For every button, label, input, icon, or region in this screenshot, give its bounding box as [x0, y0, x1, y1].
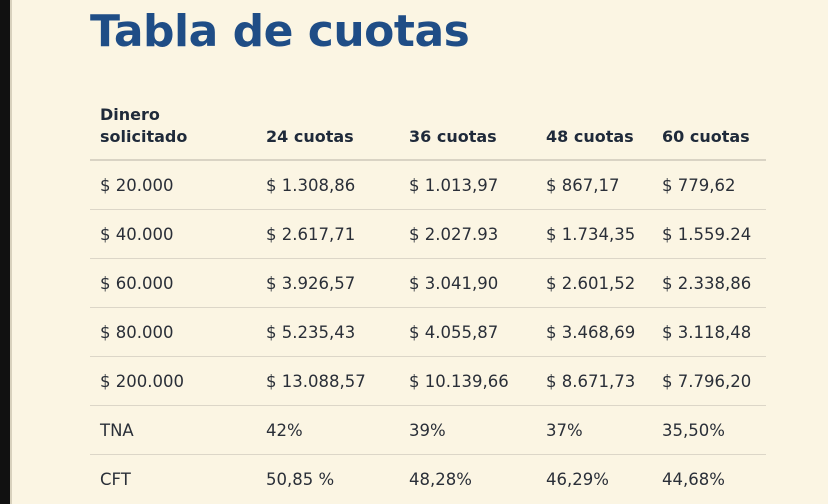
- table-row: $ 20.000 $ 1.308,86 $ 1.013,97 $ 867,17 …: [90, 160, 766, 210]
- table-row: $ 200.000 $ 13.088,57 $ 10.139,66 $ 8.67…: [90, 356, 766, 406]
- table-row: $ 80.000 $ 5.235,43 $ 4.055,87 $ 3.468,6…: [90, 307, 766, 357]
- table-cell: 39%: [399, 405, 536, 455]
- table-cell: $ 80.000: [90, 307, 256, 357]
- table-row: $ 40.000 $ 2.617,71 $ 2.027.93 $ 1.734,3…: [90, 209, 766, 259]
- table-cell: $ 2.338,86: [652, 258, 766, 308]
- header-24-installments: 24 cuotas: [256, 82, 399, 161]
- table-cell: $ 779,62: [652, 160, 766, 210]
- table-cell: 50,85 %: [266, 469, 335, 489]
- table-cell: $ 867,17: [536, 160, 652, 210]
- table-cell: $ 1.559.24: [652, 209, 766, 259]
- table-cell: CFT: [100, 469, 131, 489]
- table-cell: $ 5.235,43: [256, 307, 399, 357]
- table-cell: $ 2.617,71: [256, 209, 399, 259]
- table-cell: $ 2.601,52: [536, 258, 652, 308]
- table-cell: $ 7.796,20: [652, 356, 766, 406]
- table-cell: TNA: [90, 405, 256, 455]
- table-cell: 46,29%: [546, 469, 609, 489]
- header-48-installments: 48 cuotas: [536, 82, 652, 161]
- table-cell: $ 1.308,86: [256, 160, 399, 210]
- table-cell: $ 200.000: [90, 356, 256, 406]
- table-row: $ 60.000 $ 3.926,57 $ 3.041,90 $ 2.601,5…: [90, 258, 766, 308]
- table-cell: $ 13.088,57: [256, 356, 399, 406]
- table-cell: 48,28%: [409, 469, 472, 489]
- header-requested-amount-line1: Dinero: [100, 105, 160, 124]
- document-page: Tabla de cuotas Dinero solicitado 24 cuot…: [10, 0, 828, 504]
- table-cell: $ 3.118,48: [652, 307, 766, 357]
- table-cell: $ 10.139,66: [399, 356, 536, 406]
- table-cell: $ 1.013,97: [399, 160, 536, 210]
- table-cell: 44,68%: [662, 469, 725, 489]
- installments-table-container: Dinero solicitado 24 cuotas 36 cuotas 48 …: [90, 82, 766, 503]
- page-title: Tabla de cuotas: [90, 6, 470, 57]
- table-header-row: Dinero solicitado 24 cuotas 36 cuotas 48 …: [90, 82, 766, 161]
- table-cell: $ 20.000: [90, 160, 256, 210]
- table-cell: 35,50%: [652, 405, 766, 455]
- table-cell: $ 2.027.93: [399, 209, 536, 259]
- header-requested-amount-line2: solicitado: [100, 127, 188, 146]
- table-cell: $ 3.041,90: [399, 258, 536, 308]
- table-row-tna: TNA 42% 39% 37% 35,50%: [90, 405, 766, 455]
- table-cell: $ 3.926,57: [256, 258, 399, 308]
- header-60-installments: 60 cuotas: [652, 82, 766, 161]
- header-36-installments: 36 cuotas: [399, 82, 536, 161]
- table-cell: $ 3.468,69: [536, 307, 652, 357]
- table-cell: $ 60.000: [90, 258, 256, 308]
- header-requested-amount: Dinero solicitado: [90, 82, 256, 161]
- table-cell: $ 4.055,87: [399, 307, 536, 357]
- table-row-cft: CFT 50,85 % 48,28% 46,29% 44,68%: [90, 455, 766, 504]
- table-cell: 42%: [256, 405, 399, 455]
- table-cell: $ 40.000: [90, 209, 256, 259]
- table-cell: $ 1.734,35: [536, 209, 652, 259]
- table-cell: $ 8.671,73: [536, 356, 652, 406]
- installments-table: Dinero solicitado 24 cuotas 36 cuotas 48 …: [90, 82, 766, 503]
- table-cell: 37%: [536, 405, 652, 455]
